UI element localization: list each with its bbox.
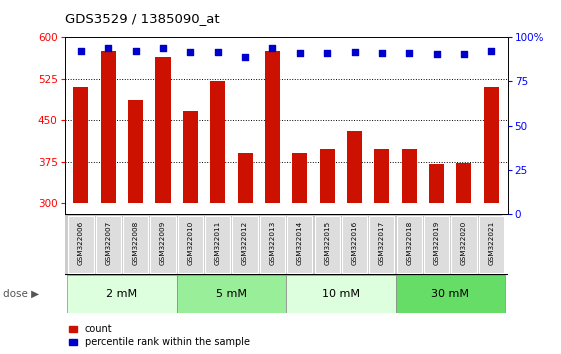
Bar	[237, 153, 252, 203]
FancyBboxPatch shape	[260, 216, 285, 273]
Text: GSM322008: GSM322008	[132, 221, 139, 265]
Point	[295, 50, 304, 56]
Text: GSM322006: GSM322006	[78, 221, 84, 265]
Point	[159, 45, 168, 51]
Point	[104, 45, 113, 51]
Text: GSM322016: GSM322016	[352, 221, 357, 265]
Text: GSM322011: GSM322011	[215, 221, 220, 265]
FancyBboxPatch shape	[232, 216, 257, 273]
Point	[186, 49, 195, 55]
Bar	[457, 163, 471, 203]
FancyBboxPatch shape	[150, 216, 176, 273]
Text: GDS3529 / 1385090_at: GDS3529 / 1385090_at	[65, 12, 219, 25]
Text: GSM322010: GSM322010	[187, 221, 194, 265]
FancyBboxPatch shape	[397, 216, 422, 273]
Point	[131, 48, 140, 54]
Point	[323, 50, 332, 56]
FancyBboxPatch shape	[424, 216, 449, 273]
Point	[404, 50, 413, 56]
Text: GSM322007: GSM322007	[105, 221, 111, 265]
Text: GSM322020: GSM322020	[461, 221, 467, 265]
Bar	[396, 275, 505, 313]
Text: GSM322017: GSM322017	[379, 221, 385, 265]
Bar	[374, 149, 389, 203]
Point	[268, 45, 277, 51]
FancyBboxPatch shape	[178, 216, 203, 273]
Point	[76, 48, 85, 54]
FancyBboxPatch shape	[287, 216, 312, 273]
Point	[378, 50, 387, 56]
Point	[213, 49, 222, 55]
Text: GSM322012: GSM322012	[242, 221, 248, 265]
Point	[432, 51, 441, 57]
Bar	[286, 275, 396, 313]
FancyBboxPatch shape	[96, 216, 121, 273]
Bar	[402, 149, 417, 203]
Bar	[265, 51, 280, 203]
FancyBboxPatch shape	[205, 216, 231, 273]
Bar	[292, 153, 307, 203]
Text: GSM322013: GSM322013	[269, 221, 275, 265]
Point	[350, 49, 359, 55]
Text: GSM322019: GSM322019	[434, 221, 440, 265]
Text: GSM322014: GSM322014	[297, 221, 303, 265]
FancyBboxPatch shape	[452, 216, 476, 273]
Text: GSM322018: GSM322018	[406, 221, 412, 265]
FancyBboxPatch shape	[369, 216, 394, 273]
Bar	[484, 87, 499, 203]
FancyBboxPatch shape	[479, 216, 504, 273]
Legend: count, percentile rank within the sample: count, percentile rank within the sample	[70, 325, 250, 347]
Point	[487, 48, 496, 54]
Text: GSM322015: GSM322015	[324, 221, 330, 265]
Bar	[183, 111, 198, 203]
Bar	[320, 149, 335, 203]
Point	[241, 54, 250, 59]
Text: 30 mM: 30 mM	[431, 289, 469, 299]
Bar	[67, 275, 177, 313]
FancyBboxPatch shape	[315, 216, 340, 273]
Bar	[347, 131, 362, 203]
Bar	[128, 100, 143, 203]
Bar	[177, 275, 286, 313]
Bar	[101, 51, 116, 203]
Text: 5 mM: 5 mM	[216, 289, 247, 299]
FancyBboxPatch shape	[68, 216, 94, 273]
Bar	[155, 57, 171, 203]
Text: GSM322021: GSM322021	[488, 221, 494, 265]
Text: 10 mM: 10 mM	[322, 289, 360, 299]
Text: GSM322009: GSM322009	[160, 221, 166, 265]
Bar	[73, 87, 89, 203]
Bar	[429, 164, 444, 203]
FancyBboxPatch shape	[123, 216, 148, 273]
FancyBboxPatch shape	[342, 216, 367, 273]
Text: dose ▶: dose ▶	[3, 289, 39, 299]
Text: 2 mM: 2 mM	[107, 289, 137, 299]
Point	[459, 51, 468, 57]
Bar	[210, 81, 225, 203]
